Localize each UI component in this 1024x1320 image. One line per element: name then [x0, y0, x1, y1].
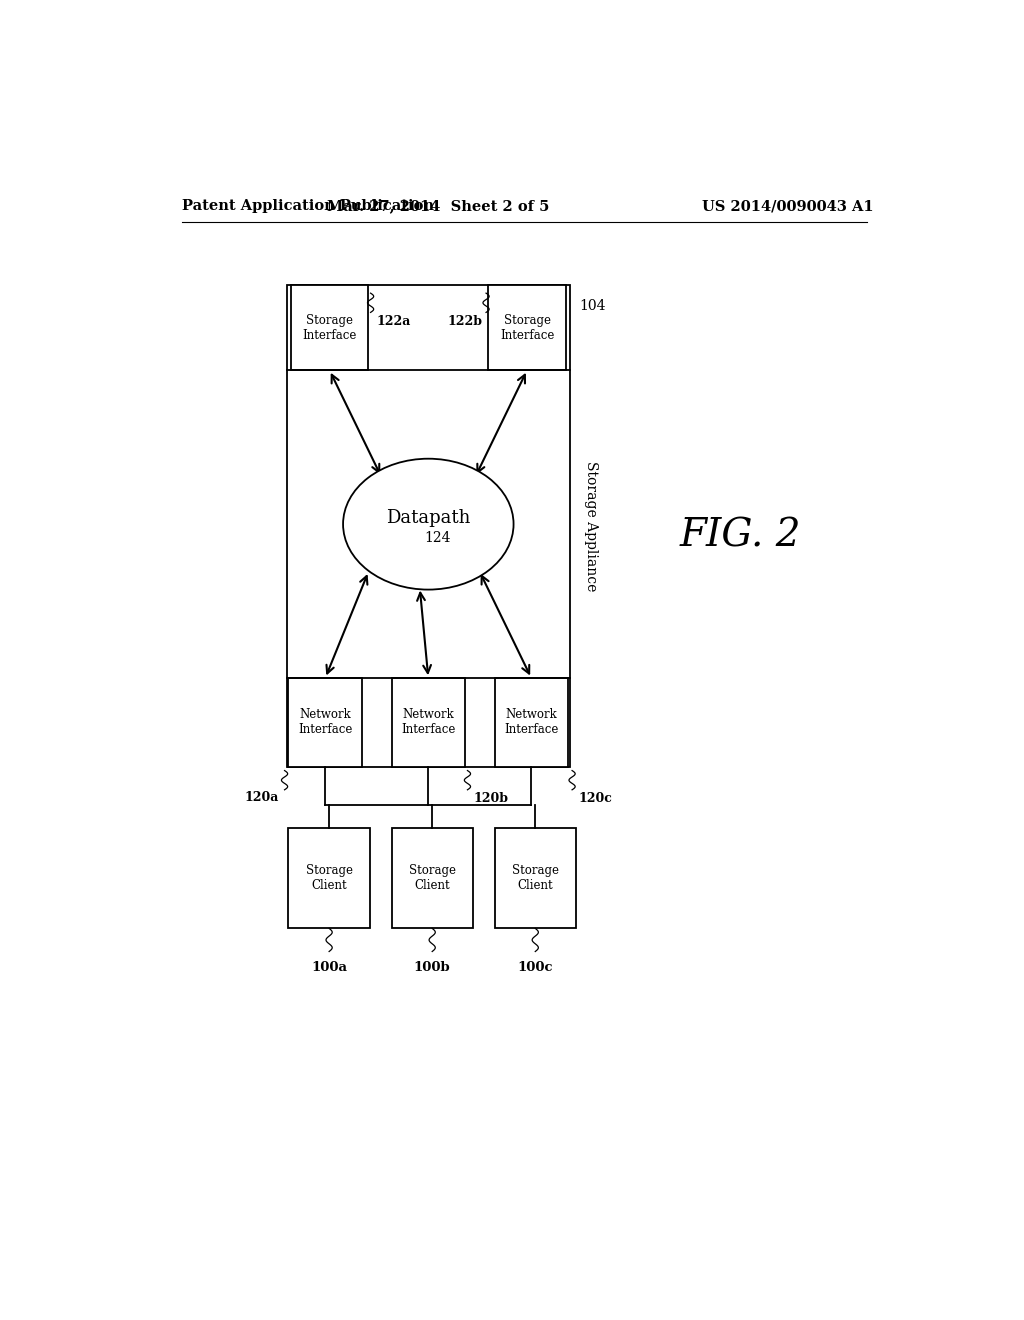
Text: 120a: 120a — [245, 792, 280, 804]
Text: 100a: 100a — [311, 961, 347, 974]
Bar — [495, 678, 568, 767]
Bar — [391, 829, 473, 928]
Text: Datapath: Datapath — [386, 510, 470, 527]
Text: Storage
Interface: Storage Interface — [500, 314, 554, 342]
Text: US 2014/0090043 A1: US 2014/0090043 A1 — [701, 199, 873, 213]
Text: 100b: 100b — [414, 961, 451, 974]
Text: Patent Application Publication: Patent Application Publication — [182, 199, 434, 213]
Bar — [391, 678, 465, 767]
Text: Network
Interface: Network Interface — [298, 709, 352, 737]
Text: 120c: 120c — [579, 792, 612, 805]
Ellipse shape — [343, 458, 514, 590]
Bar — [289, 829, 370, 928]
Text: Storage
Client: Storage Client — [512, 865, 559, 892]
Text: Storage
Interface: Storage Interface — [302, 314, 356, 342]
Text: Storage Appliance: Storage Appliance — [585, 461, 598, 591]
Bar — [488, 285, 566, 370]
Text: 122b: 122b — [447, 314, 482, 327]
Text: 100c: 100c — [517, 961, 553, 974]
Text: Network
Interface: Network Interface — [504, 709, 558, 737]
Text: 120b: 120b — [474, 792, 509, 805]
Bar — [289, 678, 362, 767]
Text: Storage
Client: Storage Client — [305, 865, 352, 892]
Text: 104: 104 — [579, 300, 605, 313]
Text: 124: 124 — [424, 531, 451, 545]
Text: FIG. 2: FIG. 2 — [680, 517, 801, 554]
Text: Storage
Client: Storage Client — [409, 865, 456, 892]
Bar — [495, 829, 575, 928]
Text: 122a: 122a — [377, 314, 412, 327]
Text: Mar. 27, 2014  Sheet 2 of 5: Mar. 27, 2014 Sheet 2 of 5 — [327, 199, 549, 213]
Text: Network
Interface: Network Interface — [401, 709, 456, 737]
Bar — [291, 285, 369, 370]
